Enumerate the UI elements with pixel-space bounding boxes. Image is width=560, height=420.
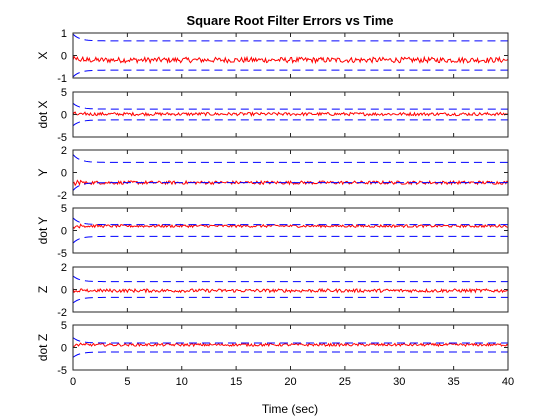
x-tick-label: 0 (70, 376, 76, 388)
y-tick-label: 2 (61, 262, 67, 274)
axes-box (72, 207, 509, 254)
error-series (73, 287, 508, 294)
upper-bound-series (73, 102, 508, 110)
x-tick-label: 20 (284, 376, 296, 388)
upper-bound-series (73, 33, 508, 42)
y-tick-label: -1 (57, 73, 67, 85)
y-tick-label: 0 (61, 51, 67, 63)
subplot-1: -1 0 1 X (36, 28, 509, 85)
upper-bound-series (73, 275, 508, 283)
plot-area (73, 337, 508, 358)
y-tick-label: -2 (57, 307, 67, 319)
chart-title: Square Root Filter Errors vs Time (186, 13, 393, 28)
x-tick-label: 5 (124, 376, 130, 388)
y-tick-label: -5 (57, 248, 67, 260)
y-axis-label: dot Y (36, 217, 50, 245)
error-series (73, 342, 508, 348)
axes-box (72, 149, 509, 196)
x-tick-label: 40 (502, 376, 514, 388)
plot-area (73, 33, 508, 78)
subplot-2: -5 0 5 dot X (36, 87, 509, 144)
y-tick-label: 0 (61, 168, 67, 180)
plot-area (73, 154, 508, 191)
axes-box (72, 266, 509, 313)
lower-bound-series (73, 119, 508, 127)
lower-bound-series (73, 351, 508, 358)
y-axis-label: Y (36, 168, 50, 176)
y-tick-label: 2 (61, 145, 67, 157)
subplot-5: -2 0 2 Z (36, 262, 509, 319)
upper-bound-series (73, 154, 508, 163)
x-tick-label: 10 (176, 376, 188, 388)
axes-box (72, 324, 509, 371)
lower-bound-series (73, 296, 508, 304)
plot-area (73, 275, 508, 304)
y-tick-label: 0 (61, 226, 67, 238)
y-tick-label: 5 (61, 87, 67, 99)
lower-bound-series (73, 182, 508, 191)
x-tick-label: 25 (339, 376, 351, 388)
upper-bound-series (73, 217, 508, 226)
y-axis-label: Z (36, 286, 50, 293)
y-tick-label: 5 (61, 203, 67, 215)
error-series (73, 55, 508, 65)
y-tick-label: 1 (61, 28, 67, 40)
y-tick-label: 0 (61, 343, 67, 355)
y-tick-label: -5 (57, 365, 67, 377)
x-tick-label: 35 (448, 376, 460, 388)
y-axis-label: X (36, 51, 50, 59)
upper-bound-series (73, 337, 508, 344)
x-tick-label: 30 (393, 376, 405, 388)
y-tick-label: 0 (61, 285, 67, 297)
subplot-3: -2 0 2 Y (36, 145, 509, 202)
x-tick-label: 15 (230, 376, 242, 388)
error-series (73, 223, 508, 230)
lower-bound-series (73, 69, 508, 78)
y-tick-label: -5 (57, 132, 67, 144)
lower-bound-series (73, 235, 508, 244)
plot-area (73, 217, 508, 244)
plot-area (73, 102, 508, 127)
y-axis-label: dot Z (36, 334, 50, 361)
y-tick-label: -2 (57, 190, 67, 202)
subplot-4: -5 0 5 dot Y (36, 203, 509, 260)
error-series (73, 111, 508, 118)
y-tick-label: 0 (61, 110, 67, 122)
y-axis-label: dot X (36, 100, 50, 128)
y-tick-label: 5 (61, 320, 67, 332)
x-axis-label: Time (sec) (262, 402, 318, 416)
axes-box (72, 32, 509, 79)
